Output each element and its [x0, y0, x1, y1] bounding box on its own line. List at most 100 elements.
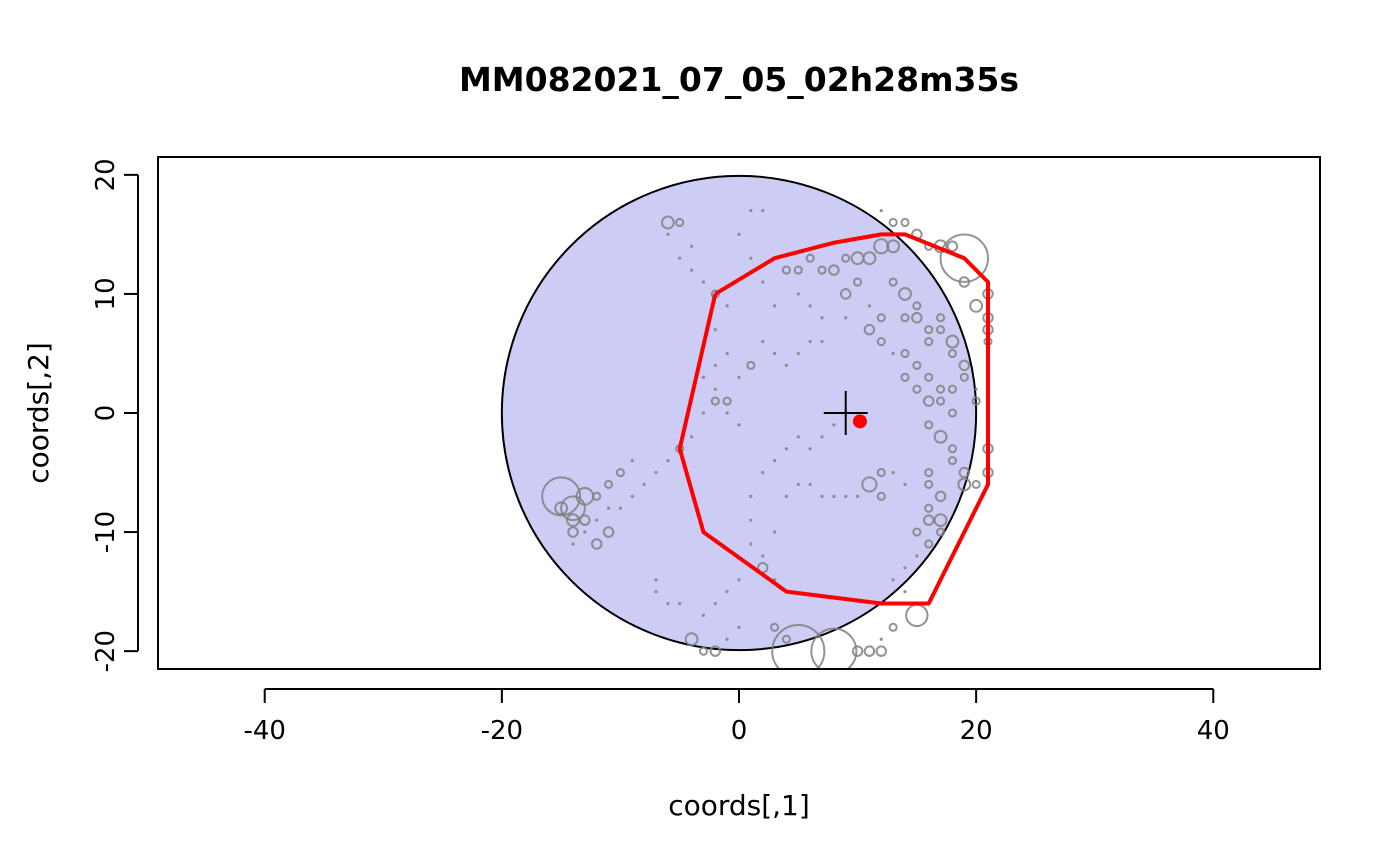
data-point	[772, 304, 777, 308]
data-point	[947, 408, 957, 418]
data-point	[722, 396, 732, 406]
data-point	[832, 494, 836, 498]
data-point	[642, 482, 646, 487]
data-point	[911, 312, 923, 324]
data-point	[810, 627, 858, 669]
data-point	[853, 277, 863, 287]
data-point	[936, 325, 946, 335]
y-tick-label: 10	[91, 277, 121, 310]
data-point	[971, 396, 981, 406]
data-point	[855, 494, 860, 498]
data-point	[772, 459, 777, 463]
x-tick-label: 20	[960, 716, 993, 746]
data-point	[861, 476, 878, 493]
data-point	[630, 494, 634, 498]
data-point	[974, 387, 978, 391]
data-point	[924, 325, 934, 335]
data-point	[959, 372, 969, 382]
y-tick-label: -20	[91, 630, 121, 672]
data-point	[905, 603, 929, 628]
data-point	[701, 280, 706, 284]
data-point	[862, 251, 877, 266]
y-axis: -20 -10 0 10 20	[91, 158, 139, 672]
data-point	[922, 395, 935, 407]
data-point	[820, 316, 824, 320]
data-point	[784, 447, 789, 451]
data-point	[749, 518, 753, 522]
data-point	[737, 232, 741, 236]
data-point	[933, 429, 948, 444]
data-point	[737, 423, 741, 427]
data-point	[709, 645, 722, 657]
x-tick-label: -40	[243, 716, 285, 746]
data-point	[969, 298, 984, 313]
data-points	[541, 208, 994, 669]
data-point	[796, 292, 800, 296]
data-point	[654, 590, 658, 594]
data-point	[863, 323, 876, 336]
data-point	[891, 578, 895, 582]
data-point	[689, 244, 694, 248]
data-point	[796, 482, 800, 487]
data-point	[957, 477, 972, 492]
data-point	[924, 503, 934, 513]
data-point	[749, 256, 753, 260]
center-cross	[823, 391, 868, 435]
data-point	[713, 601, 717, 606]
data-point	[900, 348, 910, 359]
data-point	[817, 265, 827, 275]
data-point	[725, 411, 729, 415]
data-point	[903, 566, 907, 570]
data-point	[844, 494, 848, 498]
y-tick-label: -10	[91, 511, 121, 553]
data-point	[579, 514, 591, 526]
data-point	[903, 590, 907, 594]
data-point	[772, 530, 777, 534]
data-point	[592, 491, 602, 501]
data-point	[898, 287, 912, 301]
data-point	[630, 459, 634, 463]
data-point	[876, 491, 886, 501]
data-point	[900, 217, 910, 228]
data-point	[793, 265, 803, 275]
data-point	[583, 530, 587, 534]
data-point	[808, 482, 812, 487]
data-point	[946, 240, 959, 253]
data-point	[618, 506, 623, 510]
data-point	[796, 351, 800, 356]
data-point	[876, 467, 886, 478]
data-point	[912, 301, 922, 311]
data-point	[808, 339, 812, 344]
data-point	[666, 459, 670, 463]
data-point	[900, 313, 910, 323]
data-point	[761, 339, 765, 344]
data-point	[873, 238, 890, 255]
data-point	[746, 360, 756, 370]
data-point	[689, 268, 694, 272]
y-axis-label: coords[,2]	[22, 342, 55, 484]
data-point	[820, 494, 824, 498]
data-point	[891, 470, 895, 475]
data-point	[761, 470, 765, 475]
data-point	[922, 514, 935, 526]
data-point	[924, 337, 934, 347]
plot-frame	[157, 156, 1321, 670]
data-point	[876, 337, 886, 347]
data-point	[841, 253, 851, 263]
data-point	[567, 526, 579, 538]
data-point	[947, 444, 957, 454]
data-point	[851, 645, 864, 657]
data-point	[891, 351, 895, 356]
data-point	[784, 494, 789, 498]
data-point	[947, 348, 957, 359]
data-point	[590, 538, 603, 550]
data-point	[615, 467, 625, 478]
data-point	[912, 527, 922, 537]
data-point	[606, 506, 611, 510]
data-point	[725, 637, 729, 641]
data-point	[958, 276, 971, 288]
data-point	[541, 476, 582, 517]
data-point	[666, 232, 670, 236]
x-axis: -40 -20 0 20 40	[243, 688, 1230, 746]
